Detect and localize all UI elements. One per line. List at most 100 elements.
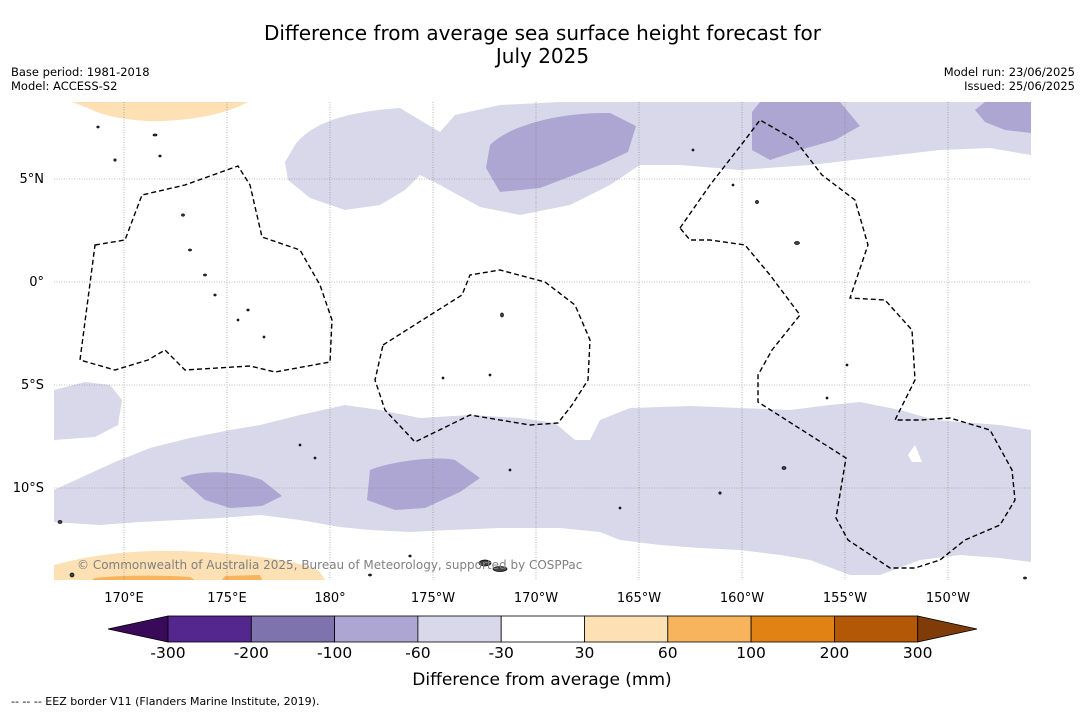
colorbar-tick-3: -100 <box>317 644 352 662</box>
island-30 <box>313 456 317 460</box>
eez-footnote: -- -- -- EEZ border V11 (Flanders Marine… <box>11 695 320 708</box>
west-patch-region <box>54 382 122 440</box>
colorbar-title: Difference from average (mm) <box>412 670 671 690</box>
island-17 <box>262 335 266 339</box>
eez-kiribati-line-islands-border <box>679 119 1016 569</box>
island-23 <box>368 573 372 577</box>
island-12 <box>152 133 158 137</box>
south-west-orange-patch <box>54 550 325 580</box>
sea-height-band-medium-purple <box>180 102 1031 510</box>
colorbar-segment-1 <box>167 615 252 643</box>
lon-label-180: 180° <box>314 591 345 606</box>
colorbar-tick-10: 300 <box>903 644 933 662</box>
colorbar-extend-high <box>917 615 978 643</box>
island-16 <box>246 308 250 312</box>
colorbar-segment-2 <box>250 615 336 643</box>
island-14 <box>113 158 117 162</box>
island-25 <box>691 148 695 152</box>
island-7 <box>718 491 722 495</box>
colorbar-tick-8: 100 <box>736 644 766 662</box>
colorbar: -300 -200 -100 -60 -30 30 60 100 200 300… <box>107 615 978 690</box>
south-west-orange-core <box>92 575 195 580</box>
eez-tokelau-border <box>374 269 591 443</box>
island-8 <box>188 248 192 252</box>
eez-borders <box>79 119 1016 569</box>
island-10 <box>213 293 217 297</box>
island-11 <box>181 213 185 217</box>
longitude-labels: 170°E 175°E 180° 175°W 170°W 165°W 160°W… <box>104 591 970 606</box>
island-9 <box>203 273 207 277</box>
lon-label-155W: 155°W <box>823 591 867 606</box>
island-19 <box>508 468 512 472</box>
lon-label-175E: 175°E <box>207 591 247 606</box>
island-22 <box>408 554 412 558</box>
island-upolu <box>478 559 492 567</box>
island-20 <box>488 373 492 377</box>
model-name: Model: ACCESS-S2 <box>11 79 118 93</box>
lat-label-10S: 10°S <box>13 481 44 496</box>
island-31 <box>618 506 622 510</box>
graticule <box>54 102 1031 580</box>
island-6 <box>500 312 504 318</box>
map-title: Difference from average sea surface heig… <box>0 22 1085 68</box>
island-29 <box>298 443 302 447</box>
colorbar-segment-4 <box>417 615 502 643</box>
meta-left: Base period: 1981-2018 Model: ACCESS-S2 <box>11 65 150 93</box>
sea-height-band-light-orange <box>54 102 325 580</box>
colorbar-segment-5 <box>500 615 585 643</box>
island-13 <box>158 154 162 158</box>
island-15 <box>96 125 100 129</box>
island-26 <box>731 183 735 187</box>
title-line-1: Difference from average sea surface heig… <box>263 21 822 45</box>
lat-label-5N: 5°N <box>20 172 45 187</box>
colorbar-segment-9 <box>834 615 919 643</box>
colorbar-tick-labels: -300 -200 -100 -60 -30 30 60 100 200 300 <box>150 644 932 662</box>
latitude-labels: 5°N 0° 5°S 10°S <box>13 172 44 496</box>
lat-label-5S: 5°S <box>21 378 44 393</box>
colorbar-tick-1: -300 <box>150 644 185 662</box>
lon-label-165W: 165°W <box>617 591 661 606</box>
south-central-purple-patch <box>367 458 480 510</box>
island-27 <box>845 363 849 367</box>
colorbar-segment-6 <box>584 615 669 643</box>
colorbar-extend-low <box>107 615 169 643</box>
island-18 <box>236 318 240 322</box>
colorbar-segment-8 <box>750 615 835 643</box>
island-savaii <box>492 566 508 572</box>
colorbar-tick-9: 200 <box>820 644 850 662</box>
south-band-region <box>54 402 1031 575</box>
lon-label-175W: 175°W <box>411 591 455 606</box>
lon-label-160W: 160°W <box>720 591 764 606</box>
island-2 <box>69 572 75 578</box>
title-line-2: July 2025 <box>495 44 590 68</box>
meta-right: Model run: 23/06/2025 Issued: 25/06/2025 <box>944 65 1075 93</box>
colorbar-segment-3 <box>334 615 419 643</box>
colorbar-tick-7: 60 <box>658 644 678 662</box>
colorbar-tick-2: -200 <box>234 644 269 662</box>
lat-label-equator: 0° <box>29 275 44 290</box>
north-east-purple-patch <box>752 102 860 160</box>
island-21 <box>441 376 445 380</box>
island-1 <box>57 520 63 524</box>
island-5 <box>755 200 759 204</box>
issued-date: Issued: 25/06/2025 <box>964 79 1075 93</box>
island-4 <box>794 241 800 245</box>
small-clear-patch <box>908 445 922 462</box>
copyright-notice: © Commonwealth of Australia 2025, Bureau… <box>77 558 583 572</box>
lon-label-170W: 170°W <box>514 591 558 606</box>
south-west-orange-core-2 <box>222 575 262 580</box>
south-west-purple-patch <box>180 472 282 508</box>
colorbar-tick-4: -60 <box>405 644 430 662</box>
colorbar-tick-5: -30 <box>489 644 514 662</box>
island-3 <box>781 466 787 470</box>
lon-label-150W: 150°W <box>926 591 970 606</box>
base-period: Base period: 1981-2018 <box>11 65 150 79</box>
eez-tuvalu-border <box>79 165 333 373</box>
island-28 <box>825 396 829 400</box>
colorbar-segment-7 <box>667 615 752 643</box>
far-east-purple-patch <box>975 102 1031 133</box>
colorbar-tick-6: 30 <box>575 644 595 662</box>
islands <box>57 125 1027 580</box>
lon-label-170E: 170°E <box>104 591 144 606</box>
